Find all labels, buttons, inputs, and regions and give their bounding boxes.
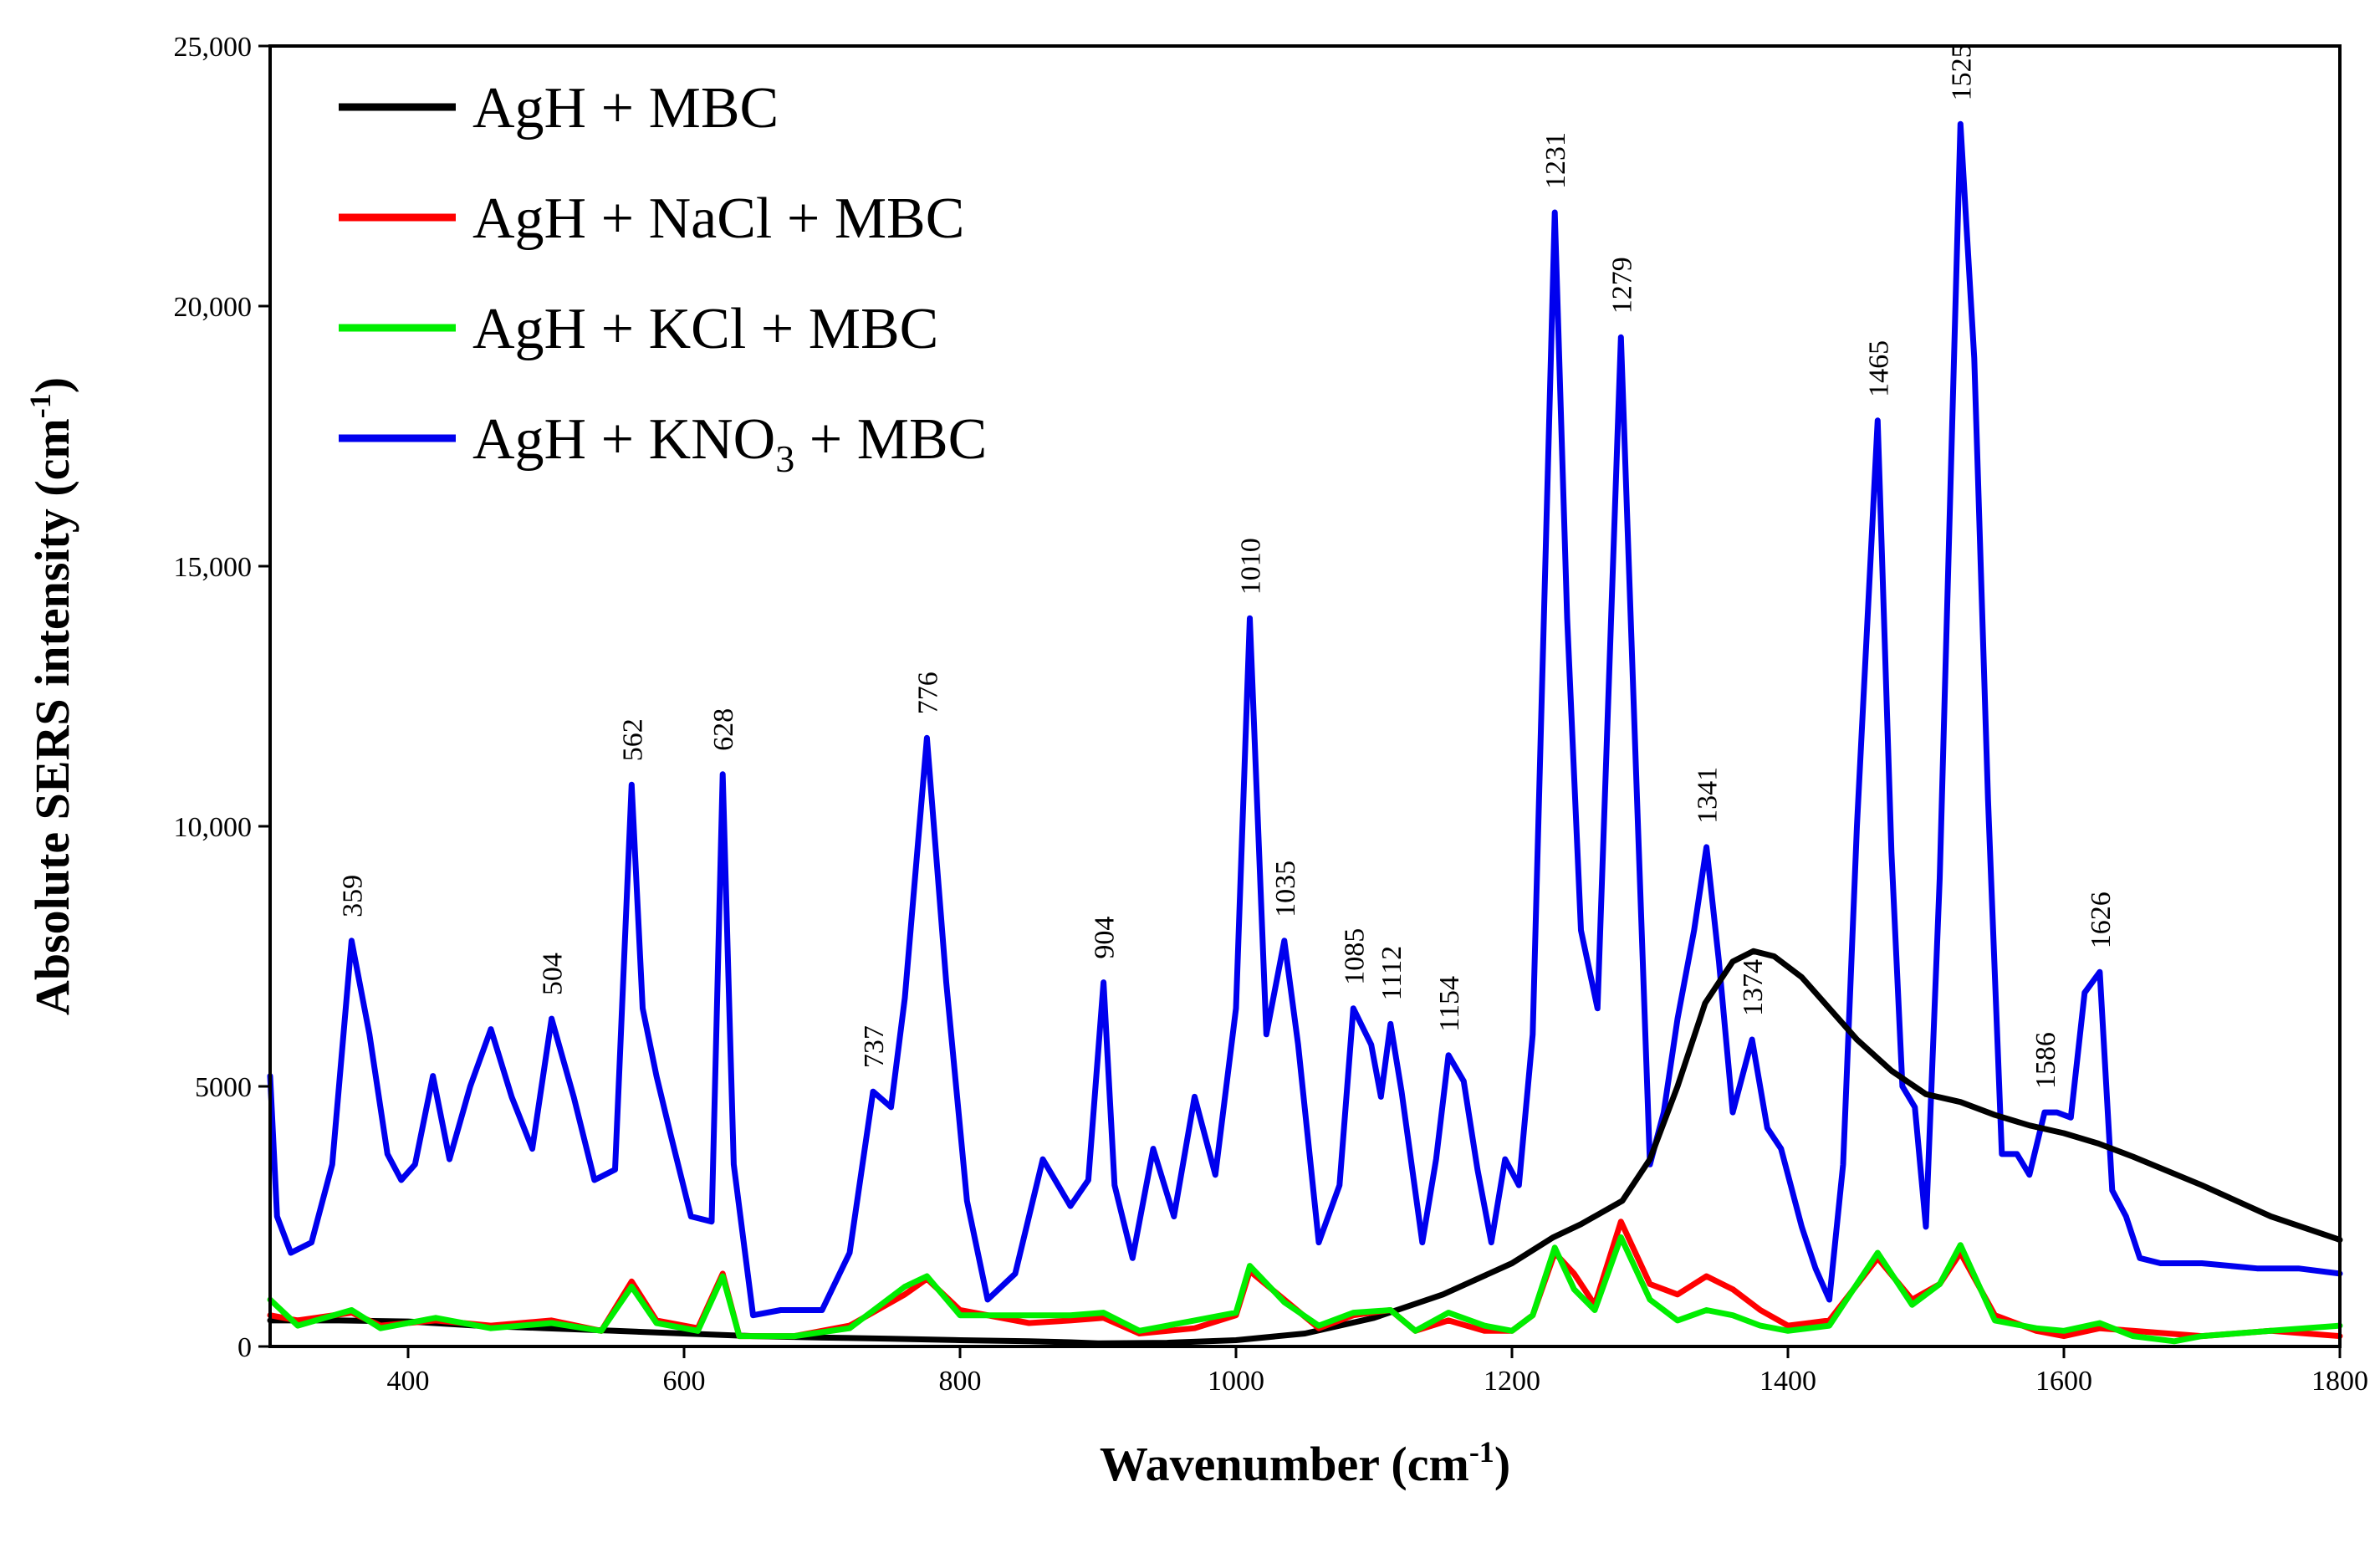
- peak-label: 1465: [1863, 340, 1894, 397]
- legend-label: AgH + KNO3 + MBC: [472, 407, 987, 480]
- peak-annotation-layer: 359 504 562 628 737 776 904 1010 1035 1085 1112 115…: [337, 43, 2116, 1089]
- legend-label: AgH + MBC: [472, 76, 779, 141]
- x-tick-label: 1800: [2311, 1366, 2368, 1397]
- peak-label: 1035: [1270, 861, 1301, 917]
- peak-label: 1525: [1946, 43, 1977, 100]
- y-axis-title-main: Absolute SERS intensity (cm: [25, 418, 79, 1015]
- peak-label: 628: [708, 708, 739, 751]
- peak-label: 1154: [1434, 976, 1465, 1032]
- peak-label: 1231: [1540, 132, 1571, 189]
- peak-label: 1112: [1376, 946, 1407, 1000]
- x-axis-title-end: ): [1494, 1437, 1510, 1491]
- x-axis-title-superscript: -1: [1469, 1435, 1494, 1469]
- x-tick-label: 1000: [1208, 1366, 1264, 1397]
- axis-layer: 400 600 800 1000 1200 1400 1600 1800 0 5000 10,000…: [174, 32, 2369, 1397]
- legend: AgH + MBC AgH + NaCl + MBC AgH + KCl + MBC…: [339, 76, 987, 480]
- x-tick-label: 1400: [1759, 1366, 1816, 1397]
- x-tick-label: 600: [663, 1366, 706, 1397]
- peak-label: 776: [912, 672, 943, 714]
- peak-label: 1279: [1606, 257, 1637, 314]
- y-tick-label: 20,000: [174, 292, 253, 323]
- peak-label: 1626: [2086, 892, 2117, 948]
- x-tick-label: 1200: [1484, 1366, 1540, 1397]
- x-tick-label: 400: [387, 1366, 430, 1397]
- peak-label: 1374: [1738, 959, 1769, 1016]
- y-tick-label: 10,000: [174, 812, 253, 843]
- y-tick-label: 25,000: [174, 32, 253, 63]
- series-line-agh-kcl-mbc: [267, 1234, 2343, 1345]
- peak-label: 737: [859, 1025, 890, 1068]
- y-tick-label: 15,000: [174, 552, 253, 583]
- peak-label: 1085: [1339, 928, 1370, 985]
- peak-label: 562: [617, 718, 648, 761]
- legend-label: AgH + NaCl + MBC: [472, 186, 964, 251]
- x-tick-label: 1600: [2035, 1366, 2092, 1397]
- y-axis-title-superscript: -1: [23, 393, 57, 418]
- x-tick-label: 800: [939, 1366, 982, 1397]
- y-tick-label: 0: [237, 1332, 252, 1363]
- plot-frame: [268, 44, 2342, 1348]
- peak-label: 1586: [2030, 1032, 2061, 1089]
- x-axis-title: Wavenumber (cm-1): [1100, 1435, 1510, 1491]
- y-tick-label: 5000: [195, 1072, 252, 1103]
- peak-label: 359: [337, 875, 368, 917]
- x-axis-title-main: Wavenumber (cm: [1100, 1437, 1469, 1491]
- legend-label: AgH + KCl + MBC: [472, 297, 938, 361]
- peak-label: 1010: [1236, 538, 1267, 595]
- peak-label: 1341: [1693, 767, 1724, 824]
- series-line-agh-kno3-mbc: [267, 120, 2343, 1319]
- peak-label: 904: [1090, 917, 1121, 959]
- y-axis-title: Absolute SERS intensity (cm-1): [23, 377, 79, 1015]
- peak-label: 504: [538, 953, 569, 995]
- y-axis-title-end: ): [25, 377, 79, 393]
- series-layer: [267, 120, 2343, 1346]
